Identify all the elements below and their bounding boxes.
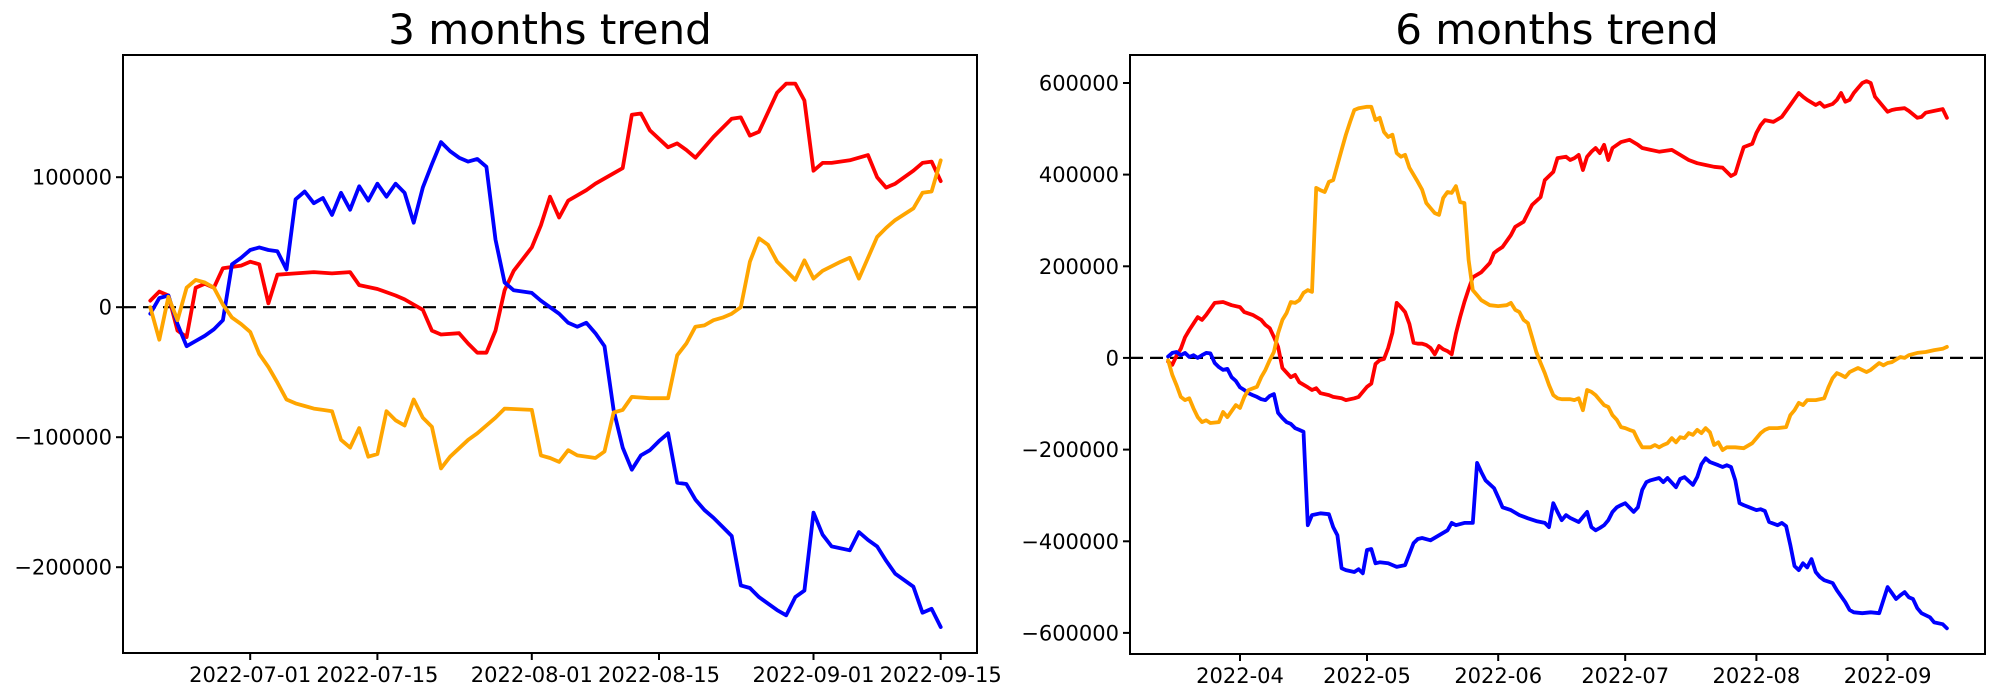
x-tick-label: 2022-09-15	[880, 663, 1002, 687]
chart-title-6-months: 6 months trend	[1395, 5, 1719, 54]
y-tick-label: 0	[99, 296, 112, 320]
y-tick-label: 100000	[32, 166, 112, 190]
x-tick-label: 2022-06	[1454, 664, 1542, 688]
series-red-line	[1166, 79, 1949, 403]
x-tick-label: 2022-08	[1713, 664, 1801, 688]
x-tick-label: 2022-07	[1581, 664, 1669, 688]
y-tick-label: 200000	[1039, 255, 1119, 279]
y-tick-label: −400000	[1021, 530, 1119, 554]
series-red-line	[148, 81, 943, 355]
series-orange-line	[148, 158, 943, 471]
y-tick-label: −600000	[1021, 621, 1119, 645]
plot-border	[1129, 54, 1986, 655]
x-tick-label: 2022-07-15	[316, 663, 438, 687]
series-blue-line	[148, 140, 943, 629]
chart-title-3-months: 3 months trend	[388, 5, 712, 54]
chart-plot-0: 2022-07-01 2022-07-15 2022-08-01 2022-08-15…	[14, 54, 1002, 687]
y-tick-label: 600000	[1039, 72, 1119, 96]
x-tick-label: 2022-09	[1844, 664, 1932, 688]
x-tick-label: 2022-05	[1323, 664, 1411, 688]
series-blue-line	[1166, 350, 1949, 631]
y-tick-label: 0	[1106, 346, 1119, 370]
x-tick-label: 2022-07-01	[189, 663, 311, 687]
x-tick-label: 2022-04	[1196, 664, 1284, 688]
chart-3-months-trend: 3 months trend 2022-07-01 2022-07-15 2022-…	[14, 5, 1001, 687]
x-tick-label: 2022-09-01	[752, 663, 874, 687]
chart-6-months-trend: 6 months trend 2022-04 2022-05 2022-06 2022…	[1021, 5, 1986, 688]
plot-border	[122, 54, 978, 654]
chart-plot-1: 2022-04 2022-05 2022-06 2022-07 2022-08 2022-…	[1021, 54, 1986, 688]
y-tick-label: −200000	[14, 556, 112, 580]
x-tick-label: 2022-08-01	[471, 663, 593, 687]
x-tick-label: 2022-08-15	[598, 663, 720, 687]
y-tick-label: 400000	[1039, 163, 1119, 187]
series-orange-line	[1166, 104, 1949, 453]
y-tick-label: −200000	[1021, 438, 1119, 462]
y-tick-label: −100000	[14, 426, 112, 450]
